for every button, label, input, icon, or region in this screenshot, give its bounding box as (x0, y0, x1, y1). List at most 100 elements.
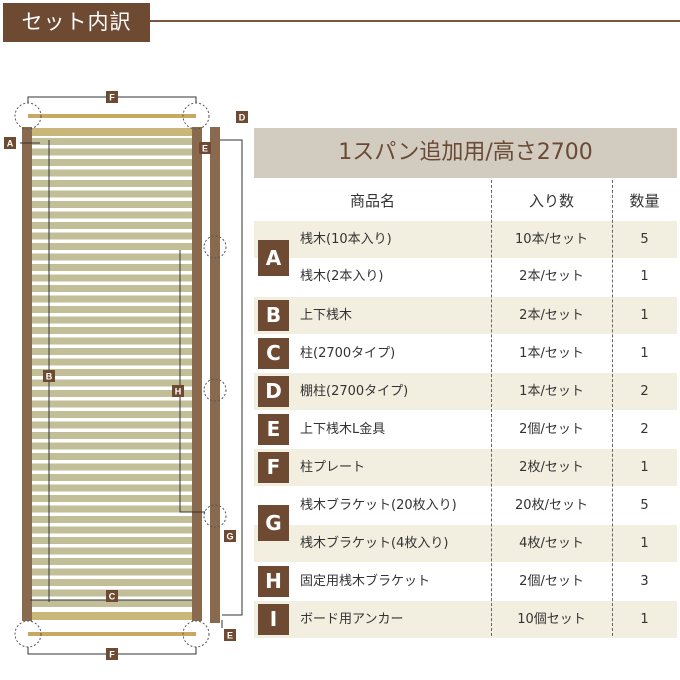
badge-B: B (258, 300, 289, 331)
slat (32, 264, 192, 271)
slat (32, 306, 192, 313)
slat (32, 243, 192, 250)
slat (32, 600, 192, 607)
slat (32, 295, 192, 303)
slat (32, 453, 192, 460)
column-header-count: 入り数 (528, 192, 574, 210)
cell-qty: 2 (640, 422, 649, 437)
cell-name: ボード用アンカー (300, 612, 404, 627)
cell-qty: 1 (640, 460, 649, 475)
label-box-F (106, 91, 118, 103)
slat (32, 463, 192, 471)
cell-qty: 3 (640, 574, 649, 589)
slat (32, 369, 192, 376)
slat (32, 253, 192, 261)
slat (32, 211, 192, 219)
slat (32, 579, 192, 586)
post-right (192, 127, 202, 621)
slat (32, 232, 192, 240)
slat (32, 358, 192, 366)
badge-E: E (258, 414, 289, 445)
slat (32, 568, 192, 576)
slat (32, 379, 192, 387)
section-header: セット内訳 (3, 3, 150, 42)
cell-name: 柱プレート (300, 460, 366, 475)
cell-count: 1本/セット (519, 384, 584, 399)
cell-qty: 1 (640, 536, 649, 551)
slat (32, 222, 192, 229)
slat (32, 516, 192, 523)
label-box-A (4, 137, 16, 149)
slat (32, 390, 192, 397)
table-row: 固定用桟木ブラケット 2個/セット 3 (254, 563, 677, 600)
cell-name: 上下桟木L金具 (300, 422, 386, 437)
slats (32, 133, 217, 619)
label-box-G (224, 530, 236, 542)
table-row: 柱プレート 2枚/セット 1 (254, 449, 677, 486)
slat (32, 327, 192, 334)
cell-name: 固定用桟木ブラケット (300, 574, 431, 589)
cell-count: 4枚/セット (519, 536, 584, 551)
slat (32, 411, 192, 418)
cell-qty: 5 (640, 232, 649, 247)
table-row: 桟木ブラケット(4枚入り) 4枚/セット 1 (254, 525, 677, 562)
label-D: D (239, 113, 246, 123)
label-A: A (7, 139, 14, 149)
slat (32, 148, 192, 156)
table-row: 上下桟木 2本/セット 1 (254, 297, 677, 334)
cell-name: 桟木ブラケット(20枚入り) (300, 498, 457, 513)
slat (32, 484, 192, 492)
table-title: 1スパン追加用/高さ2700 (254, 128, 677, 178)
slat (32, 474, 192, 481)
slat (32, 537, 192, 544)
cell-name: 棚柱(2700タイプ) (300, 384, 409, 399)
cell-qty: 1 (640, 269, 649, 284)
label-F: F (109, 93, 115, 103)
slat (32, 138, 192, 145)
column-divider (612, 180, 613, 636)
cell-count: 20枚/セット (515, 498, 588, 513)
slat (32, 190, 192, 198)
badge-F: F (258, 452, 289, 483)
slat (32, 432, 192, 439)
label-box-F (106, 648, 118, 660)
slat (32, 159, 192, 166)
slat (32, 169, 192, 177)
label-box-H (172, 385, 184, 397)
cell-count: 2枚/セット (519, 460, 584, 475)
slat (32, 337, 192, 345)
slat (32, 495, 192, 502)
panel-diagram: F F A D E E B H C G (4, 91, 248, 660)
table-row: ボード用アンカー 10個セット 1 (254, 601, 677, 638)
cell-name: 上下桟木 (300, 308, 353, 323)
label-C: C (109, 592, 116, 602)
label-box-E (199, 142, 211, 154)
slat (32, 547, 192, 555)
slat (32, 348, 192, 355)
slat (32, 505, 192, 513)
slat (32, 558, 192, 565)
top-plate (28, 114, 196, 118)
column-header-qty: 数量 (629, 192, 660, 210)
post-left (22, 127, 32, 621)
header-divider (150, 20, 680, 22)
slat (32, 201, 192, 208)
cell-count: 2個/セット (519, 422, 584, 437)
slat (32, 442, 192, 450)
cell-count: 2個/セット (519, 574, 584, 589)
cell-name: 桟木(2本入り) (300, 269, 384, 284)
cell-qty: 2 (640, 384, 649, 399)
cell-qty: 1 (640, 612, 649, 627)
slat (32, 526, 192, 534)
table-row: 桟木(2本入り) 2本/セット 1 (254, 258, 677, 295)
slat (32, 285, 192, 292)
slat (32, 316, 192, 324)
column-header-name: 商品名 (349, 192, 395, 210)
badge-H: H (258, 566, 289, 597)
cell-qty: 1 (640, 346, 649, 361)
label-E: E (227, 631, 233, 641)
label-B: B (46, 372, 53, 382)
cell-qty: 1 (640, 308, 649, 323)
cell-count: 10個セット (517, 612, 586, 627)
badge-A: A (258, 240, 289, 276)
